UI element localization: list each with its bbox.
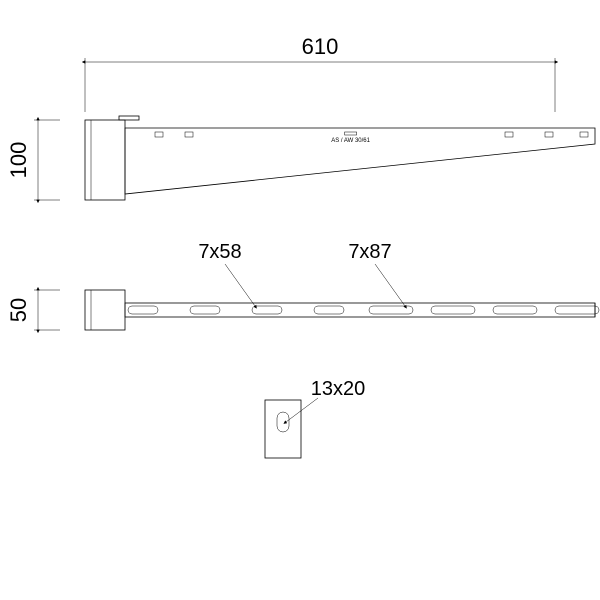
svg-text:13x20: 13x20 [311,378,366,400]
svg-text:AS / AW 30/61: AS / AW 30/61 [331,138,370,144]
svg-text:7x58: 7x58 [198,241,241,263]
svg-text:100: 100 [6,142,31,179]
svg-text:610: 610 [302,34,339,59]
svg-text:7x87: 7x87 [348,241,391,263]
svg-text:50: 50 [6,298,31,322]
